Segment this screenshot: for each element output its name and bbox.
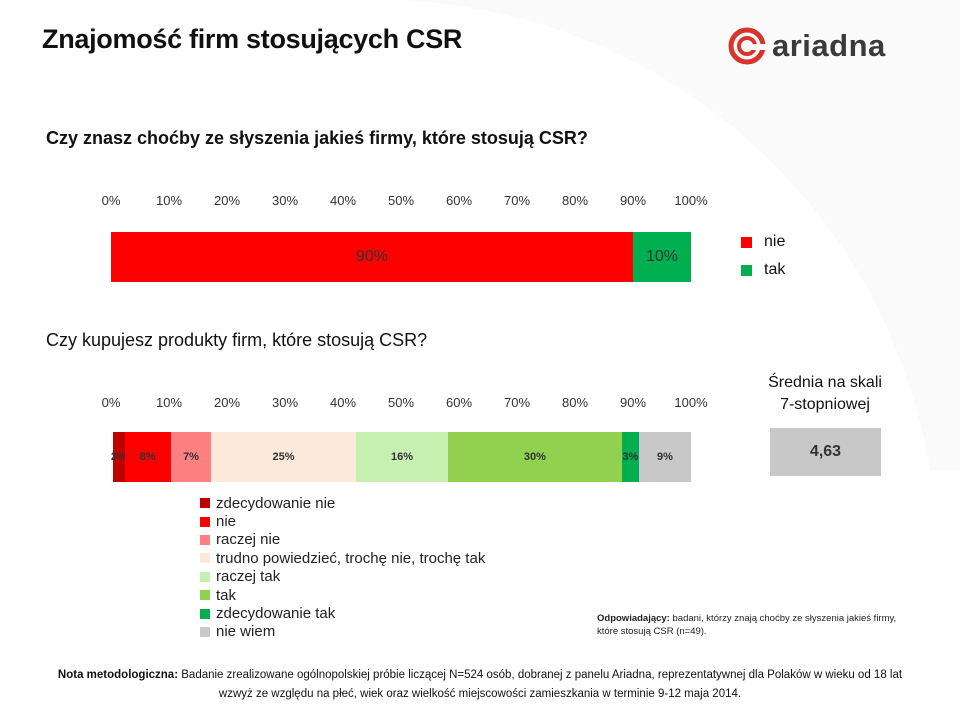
bar-segment-chart-2-4: 16% bbox=[355, 432, 449, 482]
legend-label-chart-2-5: tak bbox=[216, 586, 237, 604]
legend-swatch-chart-1-1 bbox=[741, 264, 752, 276]
legend-item-chart-2-7: nie wiem bbox=[200, 623, 485, 641]
legend-swatch-chart-2-5 bbox=[200, 590, 210, 601]
legend-swatch-chart-1-0 bbox=[741, 236, 752, 248]
bar-segment-chart-2-1: 8% bbox=[124, 432, 171, 482]
legend-item-chart-2-5: tak bbox=[200, 586, 485, 604]
legend-item-chart-1-1: tak bbox=[741, 261, 785, 279]
legend-swatch-chart-2-7 bbox=[200, 626, 210, 637]
average-heading-line-2: 7-stopniowej bbox=[780, 396, 870, 413]
bar-segment-chart-2-0: 2% bbox=[110, 432, 127, 482]
data-label-chart-1-1: 10% bbox=[645, 248, 679, 265]
ariadna-logo-icon bbox=[728, 27, 766, 65]
question-2-title: Czy kupujesz produkty firm, które stosuj… bbox=[46, 330, 428, 350]
legend-item-chart-1-0: nie bbox=[741, 233, 785, 251]
legend-chart-2: zdecydowanie nie nie raczej nie trudno powi… bbox=[200, 494, 485, 641]
tick-label-chart-2-5: 50% bbox=[387, 395, 415, 410]
tick-label-chart-2-10: 100% bbox=[674, 395, 708, 410]
methodology-note: Nota metodologiczna: Badanie zrealizowan… bbox=[40, 666, 920, 704]
legend-label-chart-2-7: nie wiem bbox=[216, 623, 276, 641]
stacked-bar-chart-2: 2% 8% 7% 25% 16% 30% 3% 9% bbox=[110, 432, 691, 482]
tick-label-chart-2-3: 30% bbox=[271, 395, 299, 410]
average-heading-line-1: Średnia na skali bbox=[768, 374, 882, 391]
tick-label-chart-1-9: 90% bbox=[619, 193, 647, 208]
tick-label-chart-1-8: 80% bbox=[561, 193, 589, 208]
tick-label-chart-1-6: 60% bbox=[445, 193, 473, 208]
legend-label-chart-1-0: nie bbox=[764, 233, 786, 250]
tick-label-chart-1-3: 30% bbox=[271, 193, 299, 208]
ariadna-logo: ariadna bbox=[728, 24, 928, 68]
data-label-chart-2-4: 16% bbox=[390, 451, 413, 463]
data-label-chart-2-2: 7% bbox=[183, 451, 199, 463]
tick-label-chart-1-1: 10% bbox=[155, 193, 183, 208]
question-1-title: Czy znasz choćby ze słyszenia jakieś fir… bbox=[46, 128, 588, 148]
respondents-text: badani, którzy znają choćby ze słyszenia… bbox=[597, 613, 897, 637]
tick-label-chart-1-7: 70% bbox=[503, 193, 531, 208]
legend-item-chart-2-2: raczej nie bbox=[200, 531, 485, 549]
data-label-chart-2-6: 3% bbox=[622, 451, 639, 463]
data-label-chart-2-3: 25% bbox=[272, 451, 295, 463]
tick-label-chart-2-4: 40% bbox=[329, 395, 357, 410]
legend-item-chart-2-3: trudno powiedzieć, trochę nie, trochę ta… bbox=[200, 549, 485, 567]
tick-label-chart-1-5: 50% bbox=[387, 193, 415, 208]
data-label-chart-2-0: 2% bbox=[110, 451, 127, 463]
data-label-chart-2-5: 30% bbox=[523, 451, 546, 463]
bar-segment-chart-2-3: 25% bbox=[211, 432, 356, 482]
legend-swatch-chart-2-0 bbox=[200, 498, 210, 509]
tick-label-chart-2-1: 10% bbox=[155, 395, 183, 410]
bar-segment-chart-2-7: 9% bbox=[638, 432, 691, 482]
data-label-chart-2-7: 9% bbox=[657, 451, 673, 463]
legend-swatch-chart-2-6 bbox=[200, 608, 210, 619]
tick-label-chart-2-2: 20% bbox=[213, 395, 241, 410]
tick-label-chart-1-0: 0% bbox=[101, 193, 121, 208]
tick-label-chart-2-8: 80% bbox=[561, 395, 589, 410]
legend-swatch-chart-2-2 bbox=[200, 534, 210, 545]
average-value: 4,63 bbox=[770, 428, 881, 476]
legend-label-chart-2-0: zdecydowanie nie bbox=[216, 494, 336, 512]
bar-segment-chart-2-2: 7% bbox=[170, 432, 212, 482]
legend-item-chart-2-6: zdecydowanie tak bbox=[200, 604, 485, 622]
legend-item-chart-2-4: raczej tak bbox=[200, 568, 485, 586]
tick-label-chart-2-9: 90% bbox=[619, 395, 647, 410]
tick-label-chart-1-2: 20% bbox=[213, 193, 241, 208]
bar-segment-chart-1-1: 10% bbox=[633, 232, 691, 282]
tick-label-chart-2-7: 70% bbox=[503, 395, 531, 410]
average-heading: Średnia na skali 7-stopniowej bbox=[765, 372, 885, 416]
legend-swatch-chart-2-3 bbox=[200, 553, 210, 564]
legend-item-chart-2-0: zdecydowanie nie bbox=[200, 494, 485, 512]
tick-label-chart-2-0: 0% bbox=[101, 395, 121, 410]
legend-label-chart-2-1: nie bbox=[216, 513, 237, 531]
page-title: Znajomość firm stosujących CSR bbox=[42, 24, 463, 54]
bar-segment-chart-2-6: 3% bbox=[621, 432, 639, 482]
legend-swatch-chart-2-1 bbox=[200, 516, 210, 527]
tick-label-chart-1-10: 100% bbox=[674, 193, 708, 208]
legend-label-chart-1-1: tak bbox=[764, 261, 786, 278]
data-label-chart-2-1: 8% bbox=[139, 451, 156, 463]
legend-item-chart-2-1: nie bbox=[200, 512, 485, 530]
data-label-chart-1-0: 90% bbox=[355, 248, 389, 265]
methodology-text: Badanie zrealizowane ogólnopolskiej prób… bbox=[181, 669, 903, 700]
respondents-label: Odpowiadający: bbox=[597, 613, 670, 624]
bar-segment-chart-1-0: 90% bbox=[111, 232, 633, 282]
bar-segment-chart-2-5: 30% bbox=[448, 432, 622, 482]
legend-swatch-chart-2-4 bbox=[200, 571, 210, 582]
tick-label-chart-2-6: 60% bbox=[445, 395, 473, 410]
legend-label-chart-2-2: raczej nie bbox=[216, 531, 281, 549]
legend-label-chart-2-6: zdecydowanie tak bbox=[216, 605, 336, 623]
tick-label-chart-1-4: 40% bbox=[329, 193, 357, 208]
respondents-note: Odpowiadający: badani, którzy znają choć… bbox=[597, 612, 917, 638]
legend-label-chart-2-4: raczej tak bbox=[216, 568, 281, 586]
logo-wordmark: ariadna bbox=[772, 28, 886, 63]
stacked-bar-chart-1: 90% 10% bbox=[111, 232, 691, 282]
legend-label-chart-2-3: trudno powiedzieć, trochę nie, trochę ta… bbox=[216, 549, 486, 567]
methodology-label: Nota metodologiczna: bbox=[57, 669, 179, 681]
